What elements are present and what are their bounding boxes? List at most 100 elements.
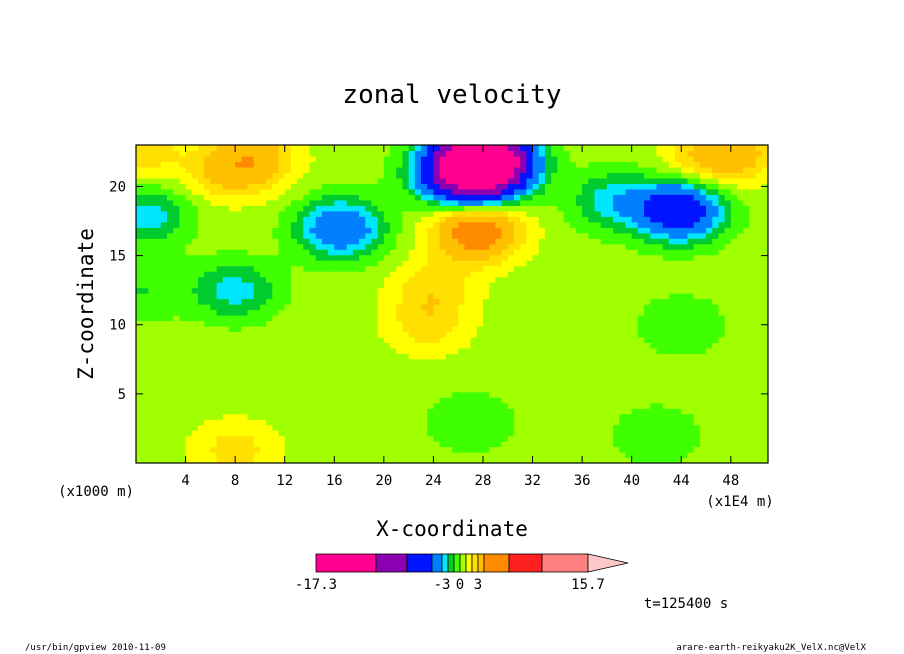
field-cell: [551, 265, 558, 272]
field-cell: [321, 276, 329, 283]
field-cell: [631, 249, 639, 256]
field-cell: [204, 282, 211, 289]
field-cell: [582, 364, 589, 371]
field-cell: [489, 243, 496, 250]
field-cell: [749, 342, 757, 349]
field-cell: [191, 194, 199, 201]
field-cell: [755, 265, 763, 272]
field-cell: [241, 276, 249, 283]
field-cell: [501, 271, 509, 278]
field-cell: [613, 452, 620, 459]
field-cell: [346, 380, 354, 387]
field-cell: [761, 452, 768, 459]
field-cell: [594, 238, 602, 245]
field-cell: [544, 282, 552, 289]
field-cell: [699, 369, 707, 376]
field-cell: [148, 435, 156, 442]
field-cell: [191, 386, 199, 393]
field-cell: [173, 221, 180, 228]
field-cell: [706, 413, 713, 420]
field-cell: [495, 271, 503, 278]
field-cell: [297, 325, 304, 333]
field-cell: [427, 342, 435, 349]
field-cell: [235, 397, 242, 404]
field-cell: [706, 216, 713, 223]
field-cell: [303, 249, 311, 256]
field-cell: [613, 413, 620, 420]
field-cell: [482, 353, 490, 360]
field-cell: [204, 441, 211, 448]
field-cell: [544, 408, 552, 415]
field-cell: [532, 314, 540, 322]
field-cell: [588, 227, 596, 234]
field-cell: [544, 457, 552, 463]
field-cell: [421, 287, 428, 294]
field-cell: [501, 457, 509, 463]
field-cell: [582, 249, 589, 256]
field-cell: [427, 424, 435, 431]
field-cell: [588, 271, 596, 278]
field-cell: [718, 254, 726, 261]
field-cell: [706, 293, 713, 300]
field-cell: [259, 298, 267, 305]
field-cell: [681, 320, 689, 327]
field-cell: [662, 271, 670, 278]
field-cell: [600, 457, 608, 463]
field-cell: [569, 380, 577, 387]
field-cell: [309, 424, 317, 431]
field-cell: [699, 287, 707, 294]
field-cell: [402, 320, 410, 327]
field-cell: [216, 430, 224, 437]
field-cell: [675, 216, 682, 223]
field-cell: [191, 260, 199, 267]
field-cell: [414, 386, 422, 393]
field-cell: [476, 238, 484, 245]
field-cell: [712, 325, 720, 333]
field-cell: [482, 254, 490, 261]
field-cell: [476, 386, 484, 393]
field-cell: [253, 199, 261, 206]
field-cell: [290, 210, 298, 217]
field-cell: [160, 205, 168, 212]
field-cell: [724, 364, 732, 371]
field-cell: [390, 265, 397, 272]
field-cell: [142, 380, 149, 387]
field-cell: [575, 446, 583, 453]
field-cell: [297, 408, 304, 415]
field-cell: [228, 353, 236, 360]
field-cell: [749, 243, 757, 250]
field-cell: [421, 199, 428, 206]
field-cell: [749, 419, 757, 426]
field-cell: [699, 210, 707, 217]
field-cell: [513, 353, 521, 360]
field-cell: [235, 216, 242, 223]
field-cell: [507, 325, 515, 333]
field-cell: [365, 457, 373, 463]
field-cell: [197, 271, 205, 278]
field-cell: [297, 402, 304, 409]
field-cell: [185, 216, 193, 223]
field-cell: [259, 210, 267, 217]
field-cell: [563, 205, 571, 212]
field-cell: [476, 435, 484, 442]
field-cell: [359, 408, 366, 415]
field-cell: [625, 199, 633, 206]
field-cell: [582, 386, 589, 393]
field-cell: [359, 216, 366, 223]
field-cell: [222, 265, 230, 272]
field-cell: [520, 227, 527, 234]
field-cell: [507, 457, 515, 463]
field-cell: [414, 391, 422, 398]
field-cell: [334, 298, 342, 305]
field-cell: [266, 342, 273, 349]
field-cell: [749, 249, 757, 256]
field-cell: [637, 254, 645, 261]
field-cell: [278, 380, 286, 387]
field-cell: [594, 342, 602, 349]
field-cell: [668, 380, 676, 387]
field-cell: [501, 369, 509, 376]
field-cell: [259, 408, 267, 415]
field-cell: [173, 358, 180, 365]
field-cell: [693, 249, 701, 256]
field-cell: [482, 430, 490, 437]
